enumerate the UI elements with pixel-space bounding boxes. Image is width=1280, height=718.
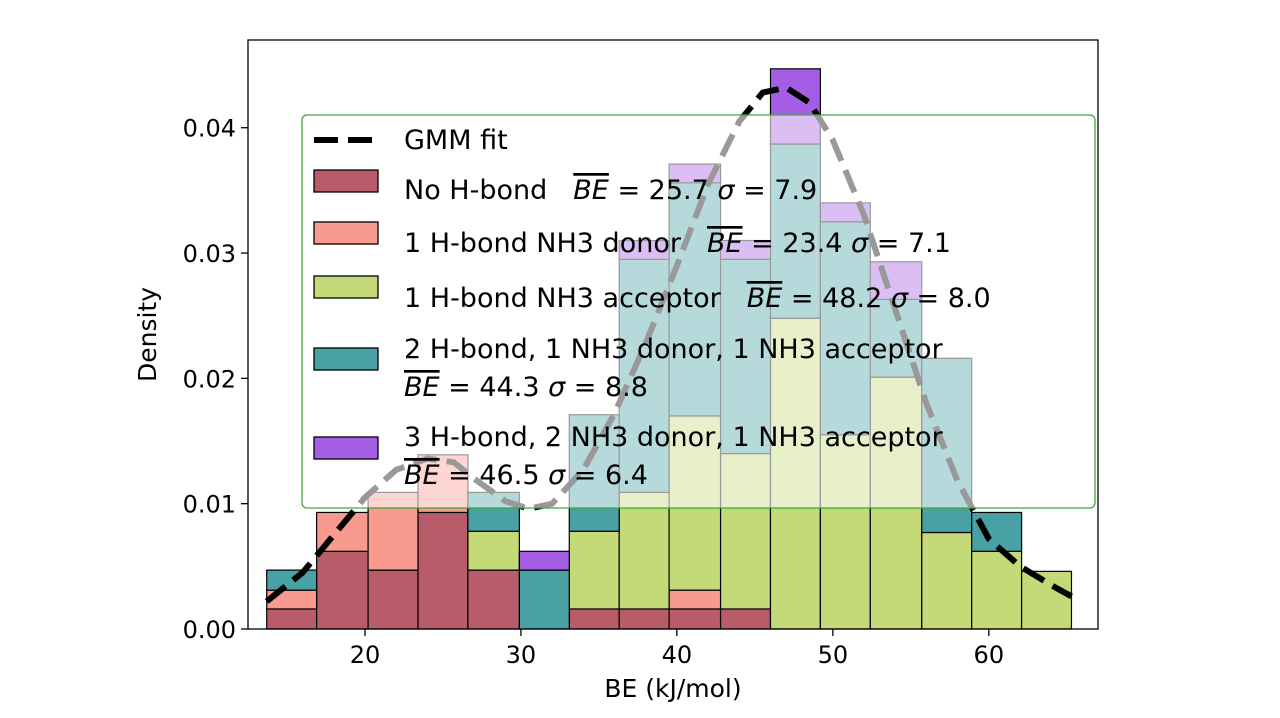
legend-stats: BE = 46.5 σ = 6.4 [404, 460, 648, 491]
y-tick-label: 0.04 [183, 115, 236, 143]
sigma-value: = 7.9 [734, 175, 817, 206]
bar [518, 550, 570, 571]
bar [467, 530, 520, 571]
x-tick-label: 30 [506, 641, 537, 669]
bar [971, 511, 1023, 552]
legend-label: No H-bond [404, 175, 547, 206]
sigma-symbol: σ [851, 228, 869, 259]
bar [719, 608, 772, 630]
sigma-value: = 6.4 [565, 460, 648, 491]
bar [568, 530, 620, 610]
x-axis-title: BE (kJ/mol) [604, 674, 741, 703]
mean-value: = 48.2 [782, 283, 891, 314]
mean-value: = 44.3 [440, 372, 549, 403]
plot-frame [247, 39, 1099, 630]
bar [618, 491, 670, 610]
sigma-value: = 8.0 [908, 283, 991, 314]
bar [668, 589, 722, 610]
x-tick-label: 20 [350, 641, 381, 669]
sigma-value: = 7.1 [868, 228, 951, 259]
sigma-symbol: σ [891, 283, 909, 314]
legend-label: 1 H-bond NH3 donor [404, 228, 682, 259]
legend-box [301, 114, 1096, 509]
bar [568, 608, 620, 630]
legend-swatch [313, 275, 379, 299]
bar [367, 569, 419, 630]
bar [618, 608, 670, 630]
y-tick-label: 0.02 [183, 365, 236, 393]
legend: GMM fit No H-bond BE = 25.7 σ = 7.9 1 H-bon… [301, 114, 1096, 509]
legend-swatch [313, 436, 379, 460]
legend-stats: BE = 23.4 σ = 7.1 [707, 228, 951, 259]
legend-swatch [313, 221, 379, 245]
sigma-symbol: σ [548, 372, 566, 403]
legend-fit-label: GMM fit [404, 125, 508, 156]
bar [266, 608, 318, 630]
x-tick-label: 50 [818, 641, 849, 669]
legend-stats: BE = 44.3 σ = 8.8 [404, 372, 648, 403]
legend-swatch [313, 347, 379, 371]
sigma-symbol: σ [548, 460, 566, 491]
legend-stats: BE = 48.2 σ = 8.0 [747, 283, 991, 314]
bar [518, 569, 570, 630]
legend-label: 1 H-bond NH3 acceptor [404, 283, 722, 314]
mean-symbol: BE [747, 283, 783, 314]
legend-label: 3 H-bond, 2 NH3 donor, 1 NH3 acceptor [404, 422, 944, 453]
mean-symbol: BE [404, 372, 440, 403]
mean-value: = 46.5 [440, 460, 549, 491]
sigma-value: = 8.8 [565, 372, 648, 403]
x-tick-label: 40 [662, 641, 693, 669]
y-tick-label: 0.00 [183, 616, 236, 644]
bar [971, 550, 1023, 630]
mean-symbol: BE [573, 175, 609, 206]
mean-value: = 25.7 [609, 175, 718, 206]
mean-symbol: BE [404, 460, 440, 491]
ticks-layer: 20 30 40 50 60 0.00 0.01 0.02 0.03 0.04 [183, 115, 1005, 669]
bar [1020, 570, 1073, 630]
bar [921, 531, 973, 630]
mean-value: = 23.4 [743, 228, 852, 259]
bar [266, 569, 318, 591]
bar [417, 511, 469, 630]
y-tick-label: 0.01 [183, 491, 236, 519]
legend-swatch [313, 169, 379, 193]
x-tick-label: 60 [974, 641, 1005, 669]
bar [668, 608, 722, 630]
sigma-symbol: σ [717, 175, 735, 206]
y-tick-label: 0.03 [183, 240, 236, 268]
legend-stats: BE = 25.7 σ = 7.9 [573, 175, 817, 206]
mean-symbol: BE [707, 228, 743, 259]
y-axis-title: Density [133, 287, 162, 382]
bar [316, 550, 369, 630]
legend-label: 2 H-bond, 1 NH3 donor, 1 NH3 acceptor [404, 334, 944, 365]
bar [467, 569, 520, 630]
